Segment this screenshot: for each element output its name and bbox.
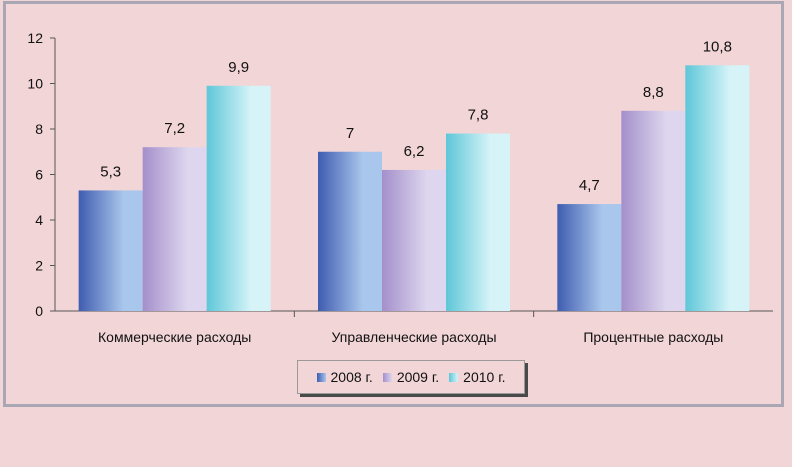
legend: 2008 г. 2009 г. 2010 г. [297,360,525,394]
legend-swatch-2010 [449,372,459,382]
data-label-2-2: 6,2 [404,143,425,160]
bar-2-1 [142,147,207,311]
data-label-2-1: 7,2 [164,120,185,137]
legend-item-2010: 2010 г. [449,369,505,385]
data-label-2-3: 8,8 [643,84,664,101]
x-category-label-1: Коммерческие расходы [98,329,251,345]
legend-item-2008: 2008 г. [316,369,373,385]
legend-label-2010: 2010 г. [463,369,506,385]
bar-1-1 [78,190,143,311]
bar-1-2 [318,151,382,311]
data-label-3-1: 9,9 [228,59,249,76]
legend-label-2008: 2008 г. [330,369,373,385]
y-tick-label-4: 8 [35,121,43,137]
data-label-1-2: 7 [346,125,354,142]
y-tick-label-5: 10 [27,76,43,92]
bar-1-3 [557,204,622,311]
y-tick-label-2: 4 [35,212,43,228]
y-tick-label-3: 6 [35,167,43,183]
legend-label-2009: 2009 г. [396,369,440,385]
bar-2-2 [382,169,446,311]
data-label-1-1: 5,3 [100,163,121,180]
x-category-label-2: Управленческие расходы [331,329,496,345]
y-tick-label-0: 0 [35,303,43,319]
bar-3-2 [446,133,510,311]
bar-2-3 [621,110,686,311]
y-tick-label-6: 12 [27,30,43,46]
data-label-1-3: 4,7 [579,177,600,194]
bar-3-3 [685,65,750,311]
y-tick-label-1: 2 [35,258,43,274]
legend-swatch-2008 [316,372,326,382]
bar-3-1 [206,85,271,312]
legend-swatch-2009 [382,372,392,382]
data-label-3-3: 10,8 [703,38,732,55]
legend-item-2009: 2009 г. [382,369,440,385]
x-category-label-3: Процентные расходы [583,329,723,345]
data-label-3-2: 7,8 [468,107,489,124]
